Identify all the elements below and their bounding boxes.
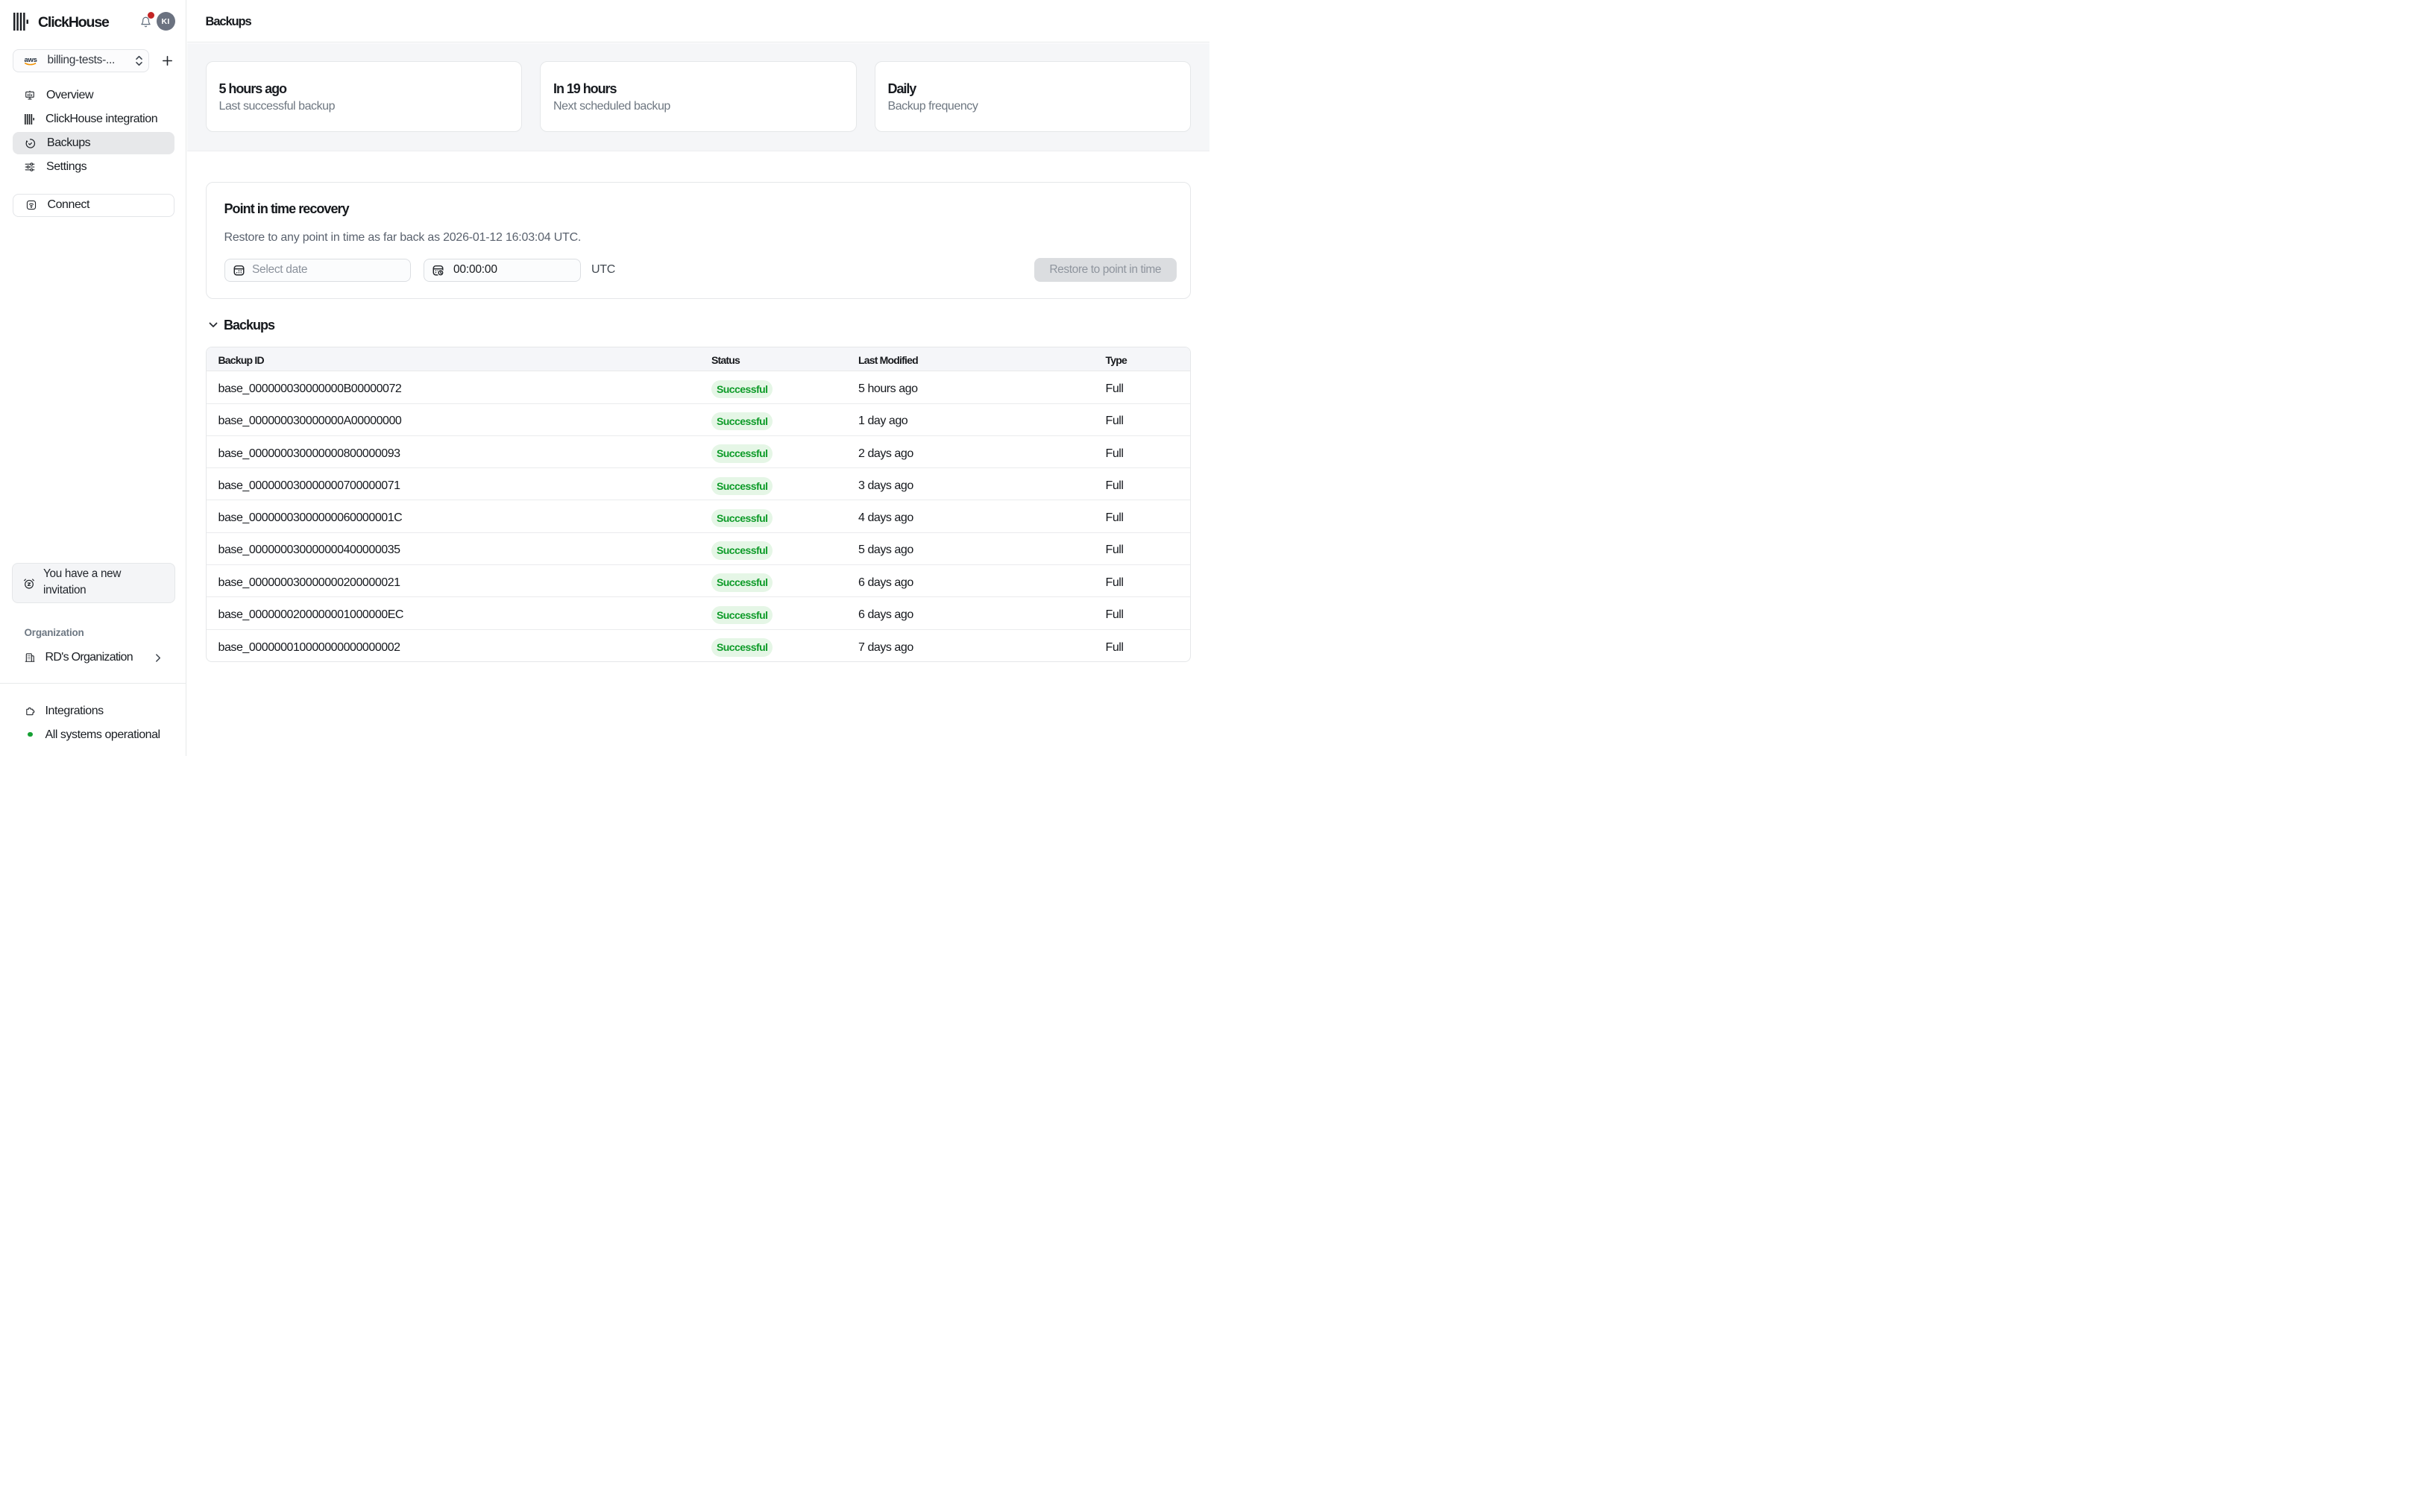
svg-text:aws: aws: [24, 56, 37, 64]
